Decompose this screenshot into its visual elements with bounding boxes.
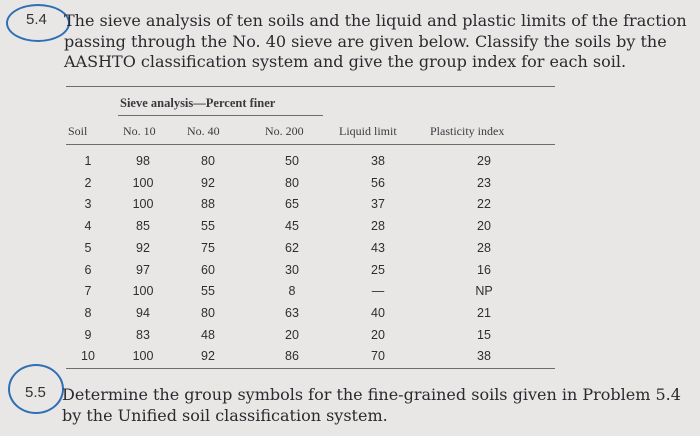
header-bottom-rule [66,144,555,145]
cell-row-7-no-40: 55 [201,284,215,298]
cell-row-4-plasticity-index: 20 [477,219,491,233]
problem-number-5-5: 5.5 [25,384,46,401]
circle-annotation-5-4 [6,4,70,42]
column-header-no-40: No. 40 [187,124,220,138]
problem-5-5-line-2: by the Unified soil classification syste… [62,406,388,425]
cell-row-7-liquid-limit: — [371,284,385,298]
column-header-no-200: No. 200 [265,124,304,138]
circle-annotation-5-5 [8,364,64,414]
cell-row-8-liquid-limit: 40 [371,306,385,320]
cell-row-4-no-10: 85 [136,219,150,233]
table-top-rule [66,86,555,87]
cell-row-3-plasticity-index: 22 [477,197,491,211]
cell-row-10-liquid-limit: 70 [371,349,385,363]
cell-row-5-no-200: 62 [285,241,299,255]
cell-row-10-soil: 10 [81,349,95,363]
column-header-soil: Soil [68,124,88,138]
cell-row-1-liquid-limit: 38 [371,154,385,168]
column-header-plasticity-index: Plasticity index [430,124,505,138]
cell-row-5-plasticity-index: 28 [477,241,491,255]
cell-row-6-no-10: 97 [136,263,150,277]
cell-row-4-no-200: 45 [285,219,299,233]
cell-row-2-no-200: 80 [285,176,299,190]
cell-row-10-no-10: 100 [132,349,154,363]
cell-row-7-no-200: 8 [288,284,296,298]
column-header-liquid-limit: Liquid limit [339,124,397,138]
cell-row-9-no-200: 20 [285,328,299,342]
cell-row-2-soil: 2 [84,176,92,190]
cell-row-5-liquid-limit: 43 [371,241,385,255]
cell-row-6-no-40: 60 [201,263,215,277]
cell-row-8-no-200: 63 [285,306,299,320]
cell-row-4-liquid-limit: 28 [371,219,385,233]
cell-row-5-soil: 5 [84,241,92,255]
cell-row-10-no-40: 92 [201,349,215,363]
cell-row-8-no-40: 80 [201,306,215,320]
problem-5-4-line-2: passing through the No. 40 sieve are giv… [64,32,667,51]
problem-5-4-line-3: AASHTO classification system and give th… [64,52,627,71]
cell-row-10-no-200: 86 [285,349,299,363]
cell-row-2-no-10: 100 [132,176,154,190]
cell-row-3-no-200: 65 [285,197,299,211]
cell-row-2-liquid-limit: 56 [371,176,385,190]
problem-number-5-4: 5.4 [26,11,47,28]
cell-row-8-soil: 8 [84,306,92,320]
cell-row-8-plasticity-index: 21 [477,306,491,320]
cell-row-8-no-10: 94 [136,306,150,320]
cell-row-7-no-10: 100 [132,284,154,298]
cell-row-6-liquid-limit: 25 [371,263,385,277]
cell-row-2-no-40: 92 [201,176,215,190]
cell-row-1-no-40: 80 [201,154,215,168]
cell-row-3-no-40: 88 [201,197,215,211]
cell-row-9-soil: 9 [84,328,92,342]
cell-row-7-soil: 7 [84,284,92,298]
cell-row-3-liquid-limit: 37 [371,197,385,211]
sieve-header-underline [118,115,323,116]
cell-row-9-no-40: 48 [201,328,215,342]
cell-row-3-no-10: 100 [132,197,154,211]
cell-row-6-plasticity-index: 16 [477,263,491,277]
cell-row-9-plasticity-index: 15 [477,328,491,342]
cell-row-10-plasticity-index: 38 [477,349,491,363]
cell-row-1-plasticity-index: 29 [477,154,491,168]
cell-row-6-no-200: 30 [285,263,299,277]
cell-row-9-liquid-limit: 20 [371,328,385,342]
cell-row-5-no-40: 75 [201,241,215,255]
column-header-no-10: No. 10 [123,124,156,138]
cell-row-6-soil: 6 [84,263,92,277]
problem-5-4-line-1: The sieve analysis of ten soils and the … [64,11,687,30]
problem-5-5-line-1: Determine the group symbols for the fine… [62,385,681,404]
cell-row-5-no-10: 92 [136,241,150,255]
cell-row-1-soil: 1 [84,154,92,168]
cell-row-3-soil: 3 [84,197,92,211]
cell-row-1-no-200: 50 [285,154,299,168]
cell-row-7-plasticity-index: NP [475,284,493,298]
table-bottom-rule [66,368,555,369]
sieve-analysis-header: Sieve analysis—Percent finer [120,96,276,110]
cell-row-2-plasticity-index: 23 [477,176,491,190]
cell-row-4-soil: 4 [84,219,92,233]
cell-row-9-no-10: 83 [136,328,150,342]
cell-row-1-no-10: 98 [136,154,150,168]
cell-row-4-no-40: 55 [201,219,215,233]
